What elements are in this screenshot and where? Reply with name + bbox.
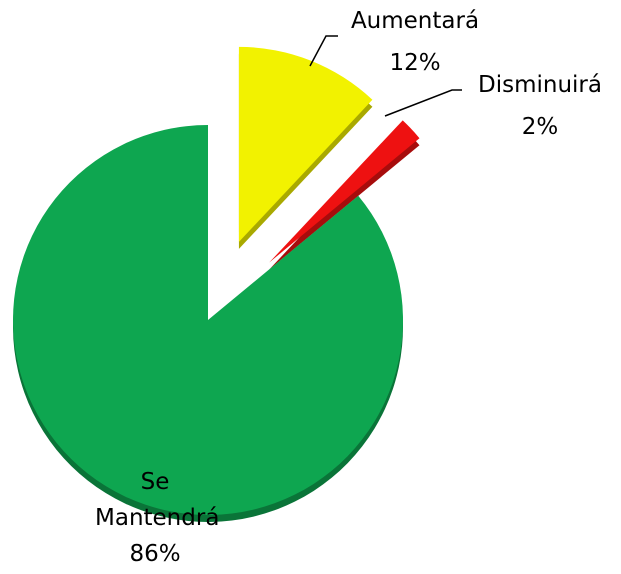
value-label: 12%: [389, 50, 441, 76]
category-label: Disminuirá: [478, 72, 602, 98]
slice: [238, 46, 373, 242]
value-label: 2%: [521, 114, 559, 140]
slice: [269, 120, 420, 263]
slice-label: Se Mantendrá 86%: [70, 464, 240, 572]
slice-label: Disminuirá 2%: [450, 64, 621, 148]
slice-label: Aumentará 12%: [320, 0, 510, 84]
slice: [13, 125, 403, 515]
category-label: Se Mantendrá: [95, 469, 220, 531]
category-label: Aumentará: [350, 8, 480, 34]
value-label: 86%: [129, 541, 181, 567]
leader-line: [384, 89, 462, 117]
leader-line: [309, 35, 338, 67]
